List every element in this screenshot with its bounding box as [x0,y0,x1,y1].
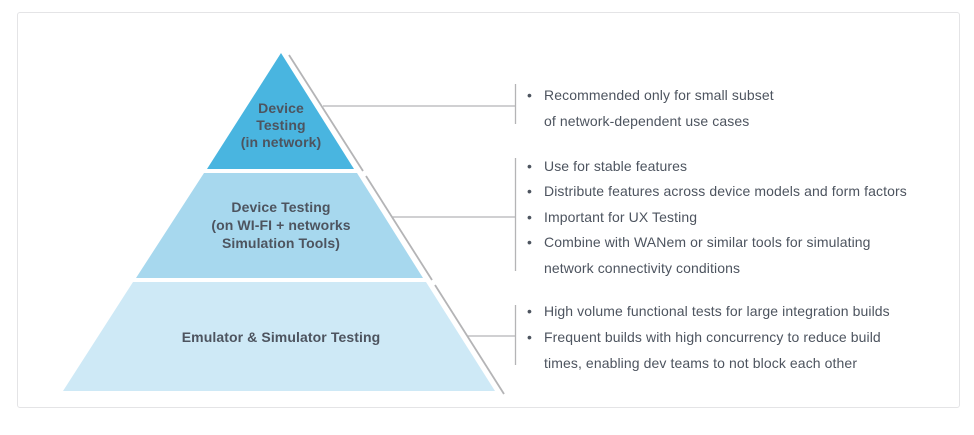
list-item-text: Frequent builds with high concurrency to… [544,329,881,345]
list-item: network connectivity conditions [527,255,907,281]
bullet-icon: • [527,234,533,251]
list-item-text: network connectivity conditions [544,259,741,276]
list-item: times, enabling dev teams to not block e… [527,350,890,376]
list-item: • Important for UX Testing [527,204,907,230]
bullet-icon: • [527,329,533,345]
list-item-text: Combine with WANem or similar tools for … [544,234,871,251]
pyramid-shadow-line-3 [434,284,505,395]
list-item: • Use for stable features [527,153,907,179]
bullet-icon: • [527,87,533,103]
pyramid-tier-2 [136,173,423,278]
pyramid-tier-1 [207,53,354,169]
bullet-icon: • [527,157,533,174]
list-item-text: Recommended only for small subset [544,87,774,103]
tier-2-label: Device Testing (on WI-FI + networks Simu… [211,199,351,251]
list-item-text: times, enabling dev teams to not block e… [544,355,858,371]
annotation-group-3: • High volume functional tests for large… [527,298,890,376]
diagram-card: Device Testing (in network) Device Testi… [17,12,960,408]
list-item-text: High volume functional tests for large i… [544,303,890,319]
pyramid-graphic [63,53,517,395]
diagram-canvas: Device Testing (in network) Device Testi… [17,12,960,408]
list-item: • High volume functional tests for large… [527,298,890,324]
pyramid-shadow-line-1 [288,54,364,172]
annotation-group-2: • Use for stable features • Distribute f… [527,153,907,281]
list-item-text: Distribute features across device models… [544,183,907,200]
list-item: • Recommended only for small subset [527,82,774,108]
list-item-text: of network-dependent use cases [544,113,750,129]
bullet-icon: • [527,303,533,319]
tier-1-label: Device Testing (in network) [240,100,322,150]
list-item: • Combine with WANem or similar tools fo… [527,230,907,256]
tier-3-label: Emulator & Simulator Testing [181,329,381,345]
list-item-text: Important for UX Testing [544,208,698,225]
list-item: of network-dependent use cases [527,108,774,134]
pyramid-tier-3 [63,282,495,391]
list-item: • Frequent builds with high concurrency … [527,324,890,350]
list-item-text: Use for stable features [544,157,688,174]
bullet-icon: • [527,183,533,200]
annotation-group-1: • Recommended only for small subset of n… [527,82,774,134]
bullet-icon: • [527,208,533,225]
list-item: • Distribute features across device mode… [527,179,907,205]
pyramid-shadow-line-2 [365,175,433,281]
